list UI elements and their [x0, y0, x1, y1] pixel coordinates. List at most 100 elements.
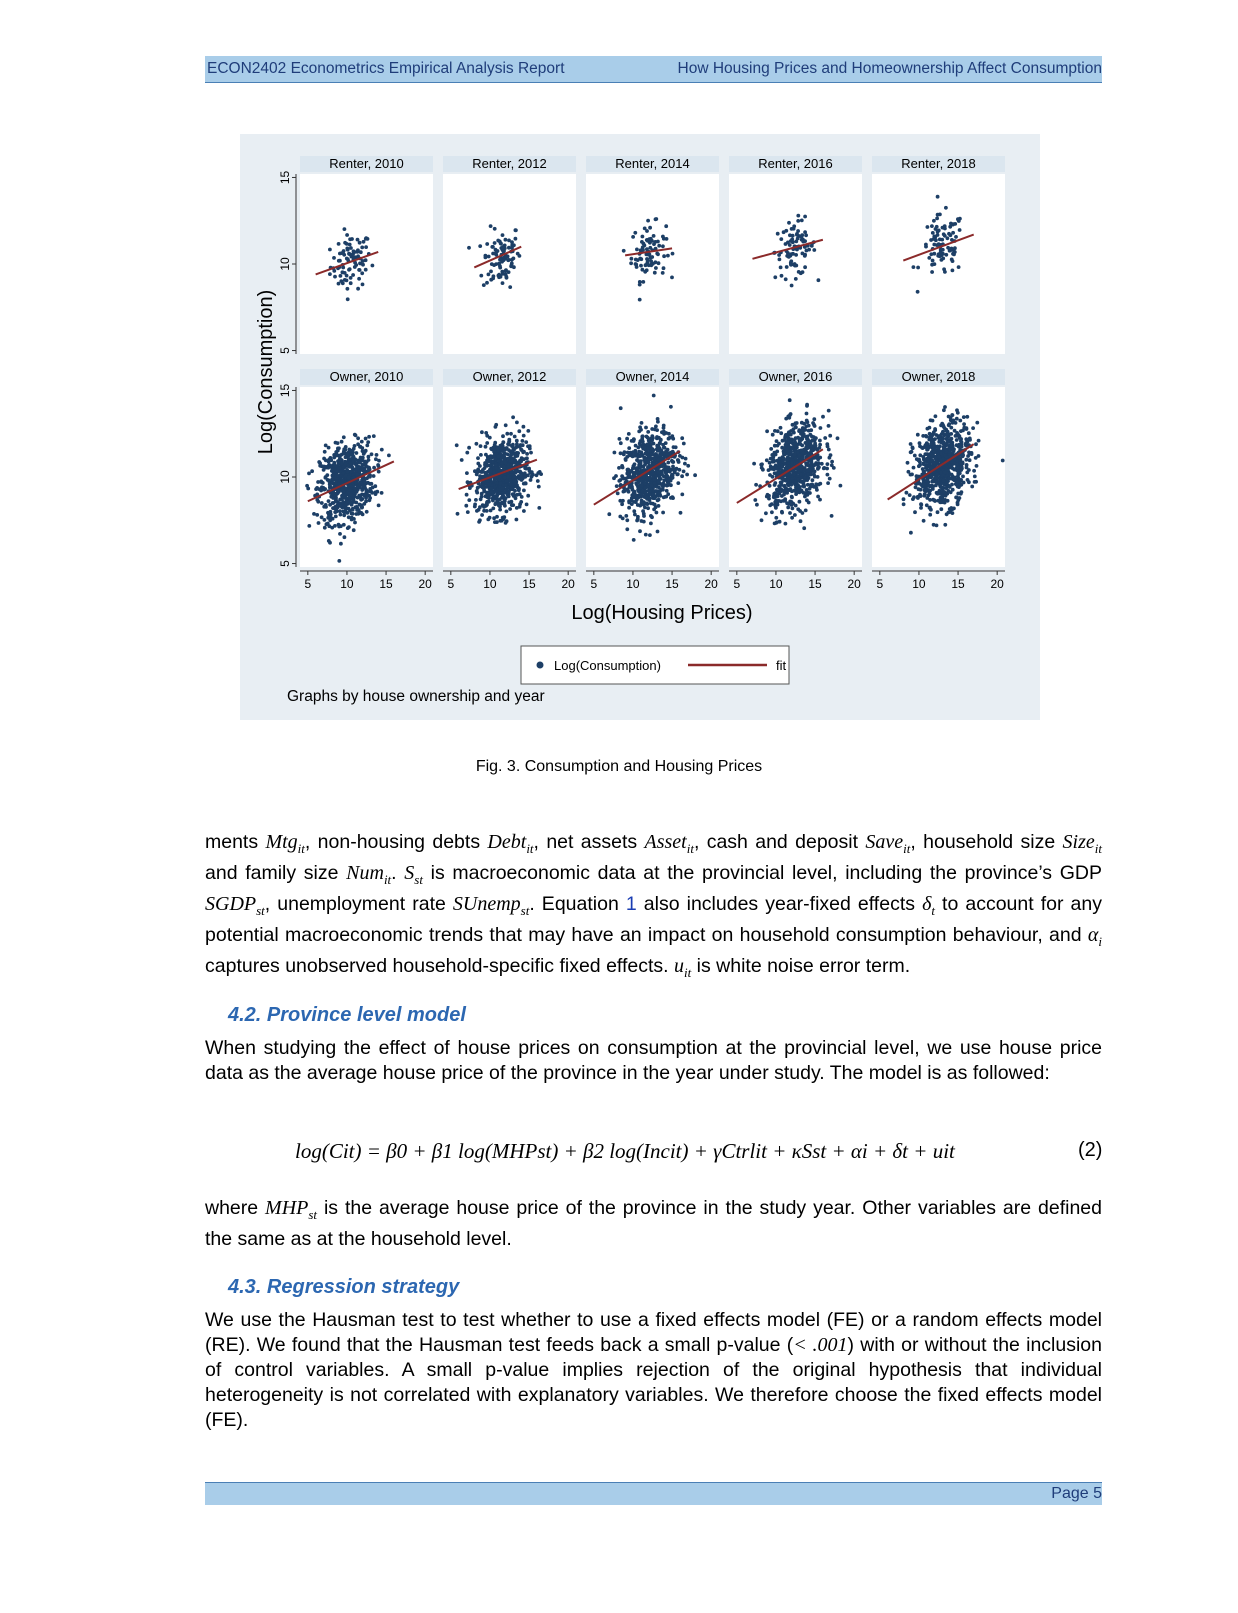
data-point [509, 469, 514, 474]
data-point [666, 253, 670, 258]
data-point [639, 483, 644, 488]
data-point [648, 533, 652, 537]
data-point [500, 233, 505, 237]
data-point [671, 460, 676, 464]
fit-line [736, 448, 824, 504]
data-point [647, 489, 652, 493]
data-point [642, 475, 646, 480]
data-point [514, 438, 519, 443]
scatter-figure: Renter, 2010 5 10 15 Renter, 2012 Renter, 201… [240, 134, 1040, 720]
data-point [664, 466, 668, 471]
data-point [954, 438, 959, 442]
data-point [811, 421, 815, 425]
data-point [779, 489, 784, 494]
data-point [524, 440, 529, 444]
data-point [355, 472, 360, 477]
data-point [491, 251, 495, 256]
data-point [487, 496, 491, 500]
data-point [640, 434, 645, 439]
panel-title-strip [729, 156, 862, 172]
data-point [518, 502, 522, 507]
data-point [951, 230, 955, 235]
data-point [663, 494, 668, 499]
y-tick-label: 5 [278, 560, 292, 567]
data-point [537, 470, 542, 474]
data-point [781, 230, 786, 235]
data-point [644, 425, 648, 430]
data-point [798, 271, 803, 276]
math-variable: MHPst [265, 1197, 317, 1222]
data-point [959, 468, 963, 472]
data-point [796, 229, 800, 233]
data-point [924, 242, 928, 247]
data-point [790, 233, 795, 238]
data-point [950, 259, 955, 263]
data-point [787, 220, 791, 225]
data-point [367, 489, 372, 494]
data-point [504, 274, 509, 279]
data-point [806, 472, 810, 477]
data-point [636, 445, 641, 450]
data-point [489, 262, 494, 266]
fit-line [315, 250, 379, 276]
data-point [485, 501, 489, 506]
data-point [941, 436, 945, 441]
data-point [944, 486, 949, 491]
data-point [910, 472, 914, 477]
data-point [650, 447, 655, 451]
data-point [920, 445, 924, 450]
data-point [967, 458, 972, 463]
data-point [929, 238, 933, 242]
data-point [522, 509, 526, 513]
data-point [464, 503, 469, 508]
data-point [336, 281, 341, 286]
data-point [328, 540, 332, 545]
data-point [635, 247, 639, 252]
data-point [942, 224, 947, 228]
data-point [650, 469, 655, 473]
data-point [473, 469, 477, 474]
text-fragment: , non-housing debts [304, 831, 488, 853]
data-point [907, 493, 912, 497]
panel-title: Renter, 2012 [472, 156, 546, 171]
data-point [932, 234, 937, 239]
data-point [770, 466, 775, 470]
data-point [794, 479, 798, 484]
data-point [645, 247, 649, 252]
data-point [913, 510, 917, 515]
data-point [804, 418, 809, 423]
data-point [315, 513, 320, 517]
data-point [636, 454, 640, 459]
data-point [518, 443, 523, 447]
data-point [932, 450, 937, 455]
x-axis-label: Log(Housing Prices) [571, 602, 752, 624]
data-point [625, 436, 629, 441]
data-point [790, 515, 794, 520]
data-point [522, 471, 527, 476]
data-point [806, 445, 810, 450]
data-point [961, 480, 966, 485]
data-point [664, 237, 669, 241]
data-point [351, 249, 356, 254]
data-point [529, 474, 534, 479]
data-point [323, 443, 328, 448]
data-point [316, 480, 320, 484]
data-point [766, 468, 771, 472]
data-point [633, 230, 638, 235]
x-tick-label: 20 [990, 577, 1004, 591]
data-point [753, 498, 758, 502]
panel-plot-area [443, 174, 576, 354]
data-point [818, 438, 822, 443]
data-point [310, 469, 314, 474]
data-point [801, 479, 806, 484]
data-point [640, 240, 644, 244]
data-point [499, 453, 504, 457]
equation-reference-link[interactable]: 1 [625, 893, 637, 915]
data-point [792, 262, 797, 266]
data-point [345, 297, 350, 302]
data-point [523, 481, 528, 486]
data-point [825, 442, 830, 446]
data-point [364, 495, 368, 500]
data-point [480, 513, 484, 517]
data-point [353, 433, 358, 438]
